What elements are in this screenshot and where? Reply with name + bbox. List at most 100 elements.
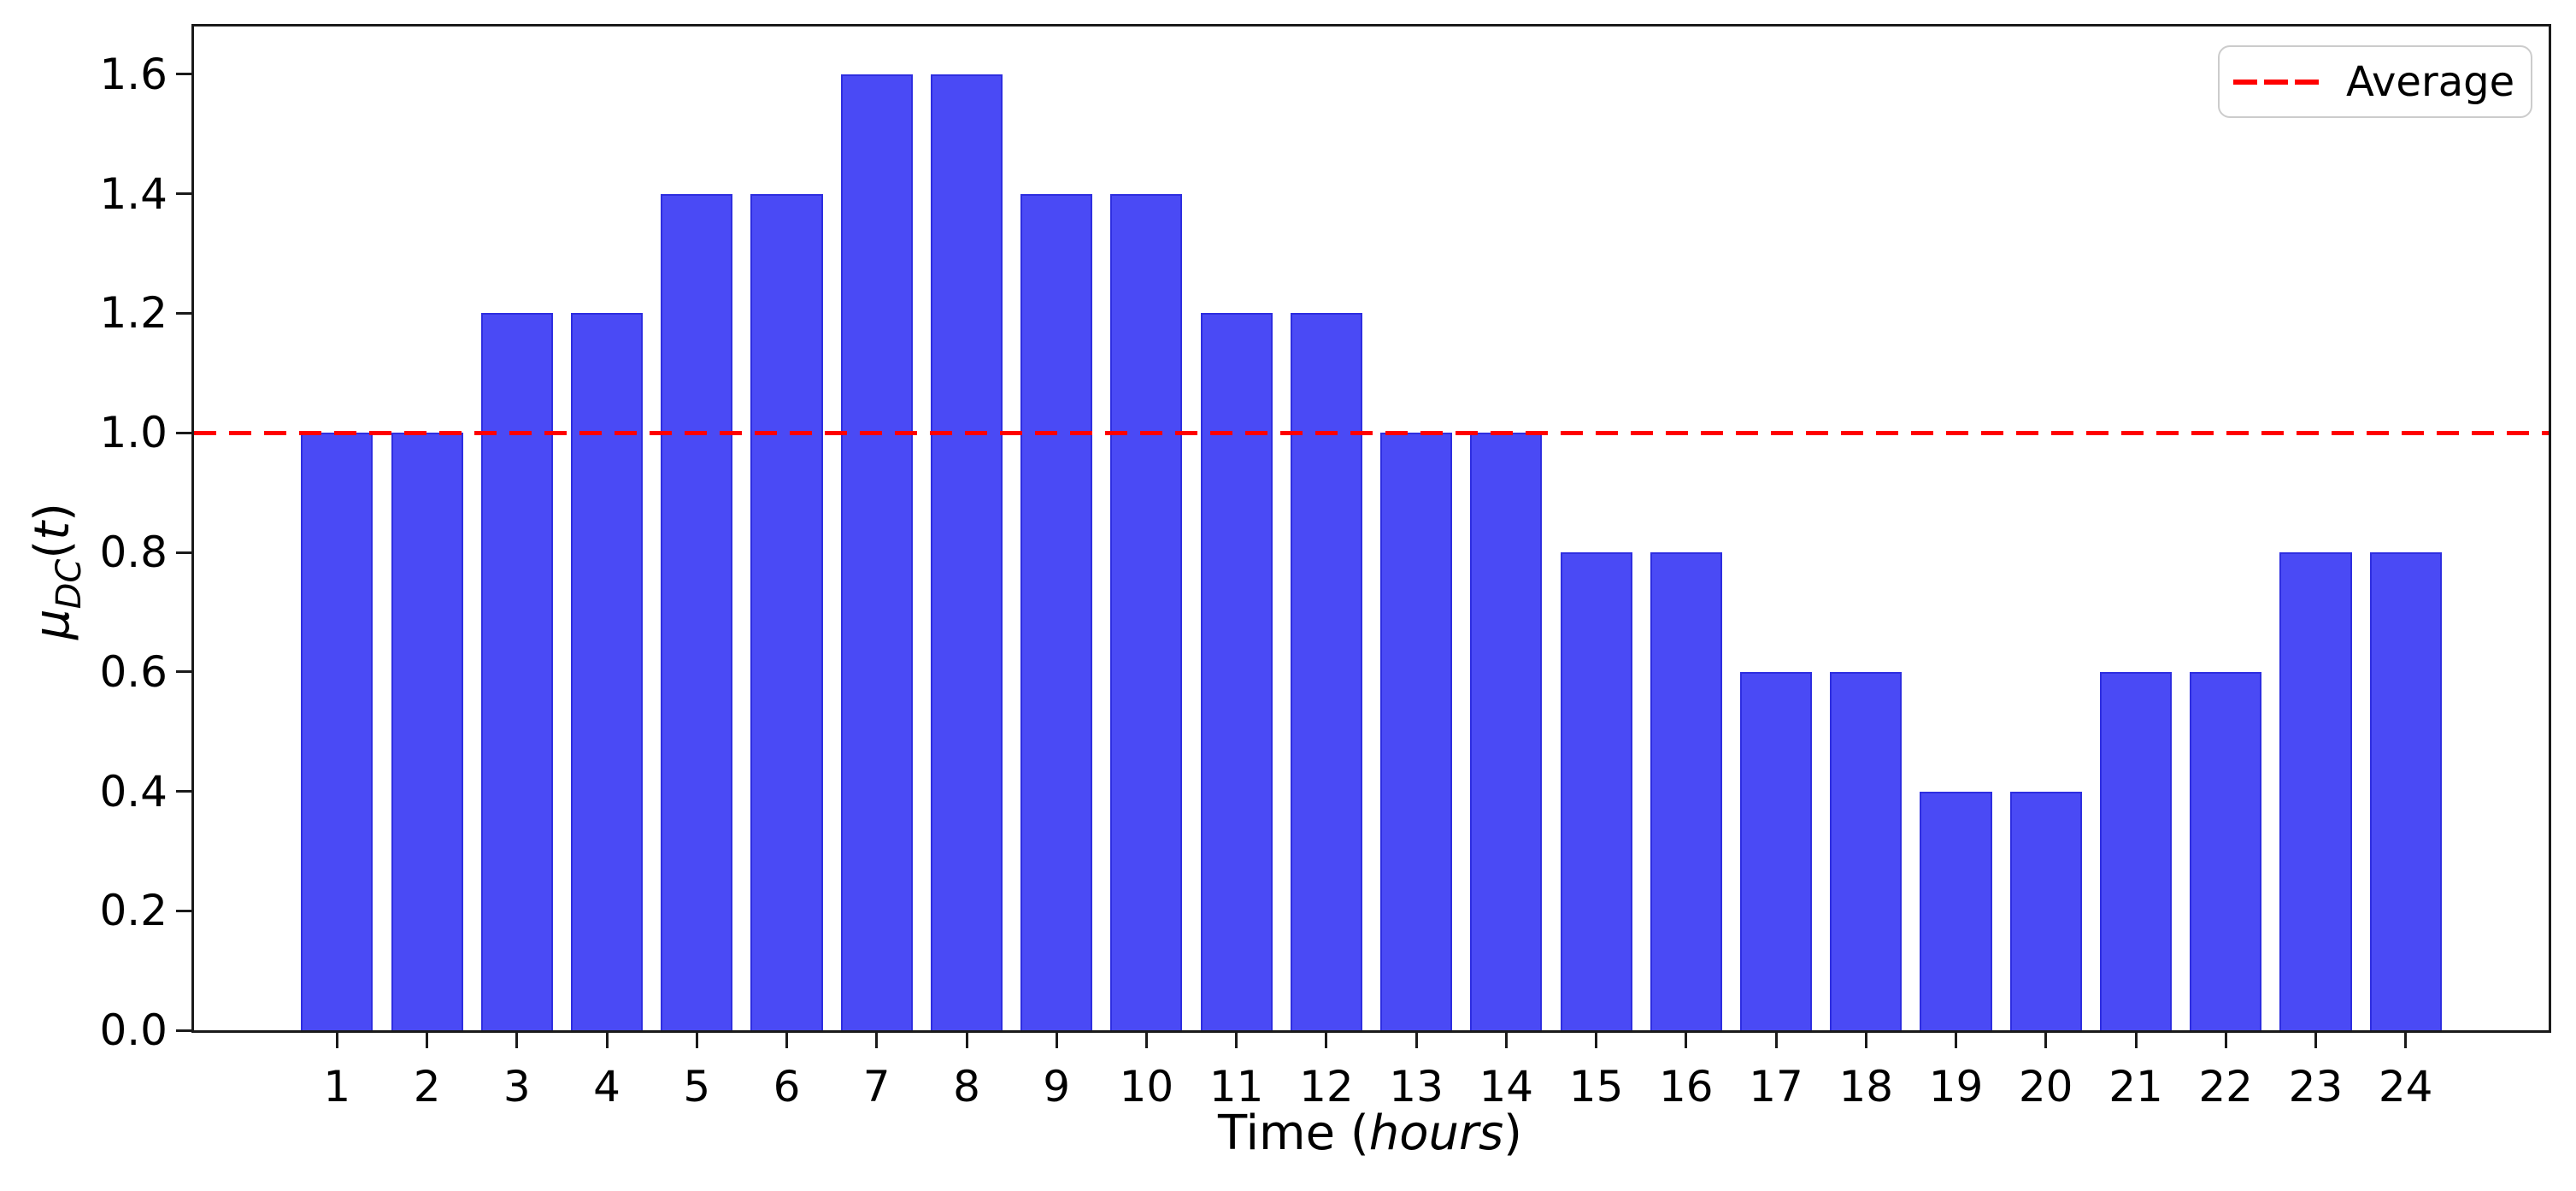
y-tick-label-1.2: 1.2 — [99, 288, 168, 339]
x-tick-label-16: 16 — [1658, 1062, 1714, 1111]
x-tick-mark-15 — [1595, 1033, 1598, 1048]
x-tick-label-21: 21 — [2108, 1062, 2163, 1111]
bar-hour-9 — [1020, 193, 1093, 1030]
x-tick-label-5: 5 — [683, 1062, 711, 1111]
x-tick-label-3: 3 — [503, 1062, 531, 1111]
x-tick-mark-16 — [1685, 1033, 1688, 1048]
y-tick-mark-0.6 — [176, 670, 191, 674]
bar-hour-23 — [2279, 552, 2352, 1030]
x-tick-label-23: 23 — [2288, 1062, 2344, 1111]
x-tick-mark-19 — [1955, 1033, 1957, 1048]
bar-hour-2 — [391, 433, 463, 1030]
y-tick-label-0.6: 0.6 — [99, 646, 168, 697]
bar-hour-13 — [1380, 433, 1453, 1030]
legend-dash-segment — [2233, 79, 2257, 85]
bar-hour-12 — [1290, 313, 1362, 1030]
x-tick-mark-10 — [1144, 1033, 1148, 1048]
x-tick-label-7: 7 — [862, 1062, 891, 1111]
x-tick-label-22: 22 — [2198, 1062, 2253, 1111]
x-tick-mark-13 — [1414, 1033, 1418, 1048]
bar-hour-24 — [2369, 552, 2442, 1030]
bar-hour-8 — [930, 74, 1003, 1030]
y-tick-label-0.8: 0.8 — [99, 528, 168, 577]
y-tick-mark-1.2 — [176, 311, 191, 315]
x-tick-mark-12 — [1325, 1033, 1328, 1048]
bar-hour-6 — [750, 193, 823, 1030]
x-axis-label-suffix: ) — [1503, 1106, 1523, 1161]
bar-hour-22 — [2190, 671, 2262, 1030]
x-tick-mark-7 — [875, 1033, 879, 1048]
y-axis-label-paren-close: ) — [25, 502, 80, 522]
y-tick-mark-1.4 — [176, 192, 191, 196]
bar-hour-17 — [1740, 671, 1813, 1030]
bar-hour-10 — [1110, 193, 1183, 1030]
bar-hour-18 — [1830, 671, 1903, 1030]
x-tick-mark-21 — [2134, 1033, 2138, 1048]
legend: Average — [2218, 45, 2532, 118]
average-line — [194, 430, 2549, 435]
y-axis-label-mu: μ — [25, 609, 80, 640]
x-tick-label-2: 2 — [413, 1062, 441, 1111]
x-tick-mark-4 — [605, 1033, 609, 1048]
bar-hour-5 — [661, 193, 733, 1030]
y-tick-label-1.0: 1.0 — [99, 408, 168, 458]
bar-hour-1 — [301, 433, 373, 1030]
x-tick-label-24: 24 — [2378, 1062, 2433, 1111]
x-tick-label-10: 10 — [1119, 1062, 1174, 1111]
bar-hour-14 — [1470, 433, 1543, 1030]
plot-area: Average — [191, 24, 2551, 1033]
x-tick-label-20: 20 — [2018, 1062, 2073, 1111]
bar-hour-19 — [1920, 791, 1992, 1030]
y-tick-mark-0.2 — [176, 909, 191, 912]
y-tick-label-0.0: 0.0 — [99, 1005, 168, 1055]
x-tick-label-17: 17 — [1749, 1062, 1803, 1111]
x-tick-label-6: 6 — [773, 1062, 801, 1111]
x-tick-label-18: 18 — [1838, 1062, 1894, 1111]
y-tick-mark-0.0 — [176, 1029, 191, 1032]
bar-hour-3 — [480, 313, 553, 1030]
legend-dashed-line-sample — [2233, 79, 2319, 85]
x-tick-mark-18 — [1864, 1033, 1867, 1048]
x-tick-label-19: 19 — [1928, 1062, 1984, 1111]
y-tick-mark-1.6 — [176, 73, 191, 76]
x-tick-mark-23 — [2314, 1033, 2317, 1048]
x-tick-label-12: 12 — [1299, 1062, 1354, 1111]
x-tick-mark-14 — [1504, 1033, 1508, 1048]
bar-hour-11 — [1200, 313, 1273, 1030]
x-tick-label-13: 13 — [1389, 1062, 1444, 1111]
x-tick-label-1: 1 — [323, 1062, 351, 1111]
x-tick-mark-1 — [335, 1033, 338, 1048]
legend-dash-segment — [2295, 79, 2319, 85]
x-tick-mark-6 — [785, 1033, 788, 1048]
x-tick-mark-9 — [1055, 1033, 1058, 1048]
x-tick-label-15: 15 — [1568, 1062, 1624, 1111]
legend-dash-segment — [2264, 79, 2288, 85]
bar-hour-21 — [2099, 671, 2173, 1030]
x-tick-label-9: 9 — [1043, 1062, 1071, 1111]
bar-hour-16 — [1650, 552, 1722, 1030]
x-tick-mark-2 — [426, 1033, 429, 1048]
x-axis-label-italic: hours — [1368, 1106, 1504, 1161]
x-tick-mark-5 — [695, 1033, 698, 1048]
x-tick-mark-3 — [515, 1033, 519, 1048]
x-tick-mark-17 — [1774, 1033, 1778, 1048]
x-tick-mark-11 — [1235, 1033, 1238, 1048]
x-tick-mark-8 — [965, 1033, 968, 1048]
bar-hour-4 — [570, 313, 644, 1030]
x-tick-label-14: 14 — [1479, 1062, 1534, 1111]
x-axis-label-prefix: Time ( — [1217, 1106, 1369, 1161]
y-tick-label-1.4: 1.4 — [99, 168, 168, 219]
x-tick-mark-24 — [2404, 1033, 2408, 1048]
x-tick-label-8: 8 — [953, 1062, 980, 1111]
y-tick-label-0.4: 0.4 — [99, 766, 168, 817]
y-tick-mark-0.4 — [176, 790, 191, 793]
y-tick-mark-0.8 — [176, 551, 191, 554]
bar-hour-7 — [840, 74, 913, 1030]
bar-hour-15 — [1560, 552, 1632, 1030]
bar-hour-20 — [2009, 791, 2082, 1030]
x-tick-label-11: 11 — [1209, 1062, 1264, 1111]
y-tick-label-1.6: 1.6 — [99, 49, 168, 99]
y-tick-label-0.2: 0.2 — [99, 886, 168, 936]
x-tick-mark-22 — [2224, 1033, 2227, 1048]
